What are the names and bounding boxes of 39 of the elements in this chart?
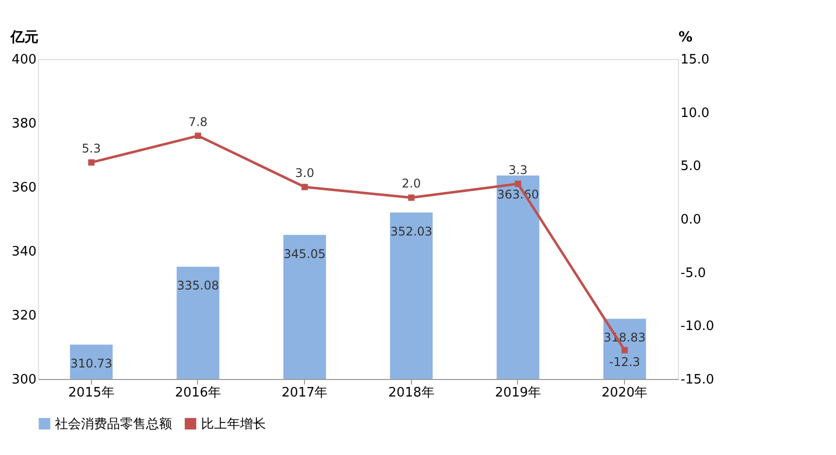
point [622, 347, 628, 354]
data-label: -12.3 [609, 355, 640, 370]
y2-tick-label: -5.0 [680, 266, 706, 281]
y-tick-label: 380 [12, 116, 36, 132]
y-tick-label: 360 [12, 180, 36, 196]
data-label: 3.0 [295, 166, 314, 180]
point [88, 159, 94, 166]
y2-tick-label: -10.0 [680, 319, 714, 334]
y-tick-label: 400 [12, 52, 36, 68]
point [194, 132, 202, 139]
y-tick-label: 340 [12, 244, 36, 260]
legend-label: 比上年增长 [201, 416, 266, 432]
x-tick-label: 2017年 [282, 386, 328, 400]
y-tick-label: 320 [12, 308, 36, 324]
y2-axis-title: % [678, 30, 693, 46]
data-label: 345.05 [284, 246, 326, 261]
data-label: 335.08 [177, 278, 219, 293]
y-tick-label: 300 [12, 372, 36, 388]
point [302, 184, 308, 190]
y2-tick-label: 10.0 [680, 106, 710, 121]
x-tick-label: 2020年 [602, 386, 648, 400]
point [408, 194, 414, 201]
x-tick-label: 2019年 [494, 386, 542, 400]
point [514, 180, 522, 187]
x-tick-label: 2016年 [174, 386, 222, 400]
x-tick-label: 2018年 [388, 386, 434, 400]
legend-label: 社会消费品零售总额 [55, 416, 172, 432]
data-label: 5.3 [82, 141, 101, 156]
data-label: 310.73 [70, 356, 112, 371]
y2-tick-label: -15.0 [680, 372, 714, 388]
data-label: 3.3 [508, 162, 528, 177]
y2-tick-label: 0.0 [680, 212, 702, 228]
data-label: 2.0 [402, 176, 421, 191]
y-axis-title: 亿元 [10, 30, 38, 46]
data-label: 7.8 [188, 114, 208, 129]
x-tick-label: 2015年 [68, 386, 114, 400]
y2-tick-label: 5.0 [680, 159, 702, 174]
data-label: 352.03 [390, 224, 432, 239]
y2-tick-label: 15.0 [680, 52, 710, 68]
